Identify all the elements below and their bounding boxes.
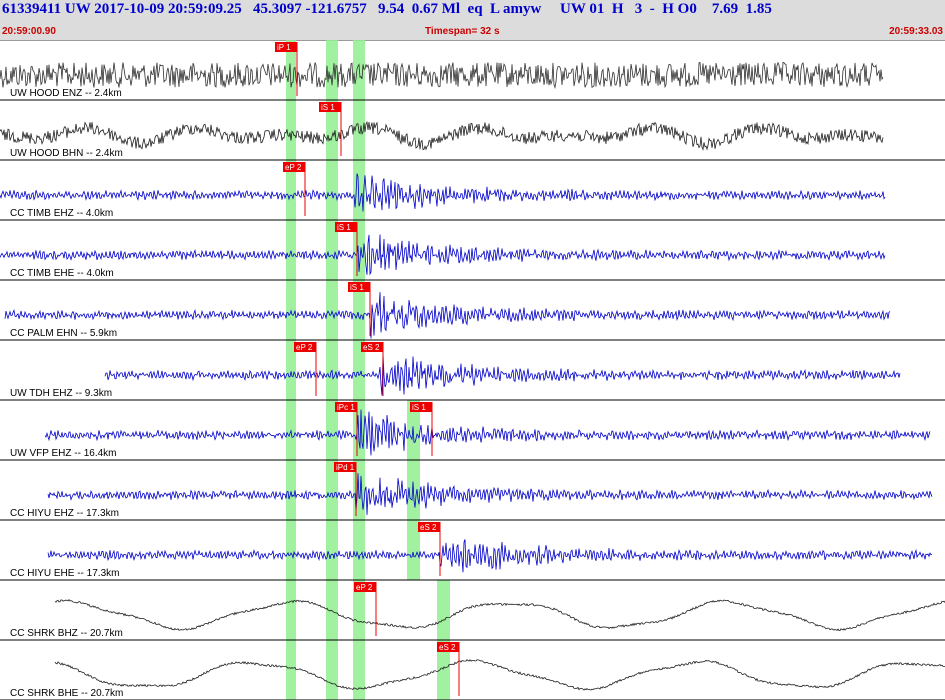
trace-row[interactable]: CC SHRK BHZ -- 20.7km eP 2 [0,582,945,641]
start-time-label: 20:59:00.90 [2,26,56,37]
trace-label: UW HOOD ENZ -- 2.4km [10,88,122,99]
pick-label: iPc 1 [337,403,355,412]
waveform [104,352,901,396]
pick-tag [335,222,357,232]
phase-pick[interactable]: eP 2 [283,162,306,216]
phase-pick[interactable]: iPc 1 [335,402,358,456]
pick-tag [348,282,370,292]
waveform [0,234,886,276]
pick-label: iPd 1 [336,463,355,472]
phase-pick[interactable]: eS 2 [437,642,460,696]
end-time-label: 20:59:33.03 [889,26,943,37]
pick-label: eS 2 [439,643,456,652]
trace-row[interactable]: CC HIYU EHE -- 17.3km eS 2 [0,522,945,581]
pick-tag [410,402,432,412]
pick-label: iP 1 [277,43,291,52]
pick-label: eP 2 [356,583,373,592]
trace-label: UW TDH EHZ -- 9.3km [10,388,112,399]
pick-label: iS 1 [350,283,364,292]
trace-label: CC SHRK BHZ -- 20.7km [10,628,123,639]
pick-tag [283,162,305,172]
trace-row[interactable]: CC SHRK BHE -- 20.7km eS 2 [0,642,945,700]
pick-tag [294,342,316,352]
waveform [0,173,886,212]
phase-pick[interactable]: eS 2 [361,342,384,396]
trace-row[interactable]: UW HOOD BHN -- 2.4km iS 1 [0,102,945,161]
trace-label: CC HIYU EHE -- 17.3km [10,568,119,579]
phase-pick[interactable]: eS 2 [418,522,441,576]
pick-window-0 [286,40,296,700]
waveform [0,120,884,151]
pick-label: eS 2 [420,523,437,532]
pick-window-2 [353,40,365,700]
header-bar: 61339411 UW 2017-10-09 20:59:09.25 45.30… [0,0,945,41]
pick-label: iS 1 [321,103,335,112]
pick-label: iS 1 [412,403,426,412]
waveform [44,409,931,456]
waveform [0,61,884,90]
pick-label: iS 1 [337,223,351,232]
trace-label: CC HIYU EHZ -- 17.3km [10,508,119,519]
trace-label: CC TIMB EHZ -- 4.0km [10,208,113,219]
trace-row[interactable]: UW HOOD ENZ -- 2.4km iP 1 [0,42,945,101]
phase-pick[interactable]: eP 2 [354,582,377,636]
trace-row[interactable]: CC TIMB EHZ -- 4.0km eP 2 [0,162,945,221]
pick-tag [418,522,440,532]
phase-pick[interactable]: eP 2 [294,342,317,396]
event-summary-line: 61339411 UW 2017-10-09 20:59:09.25 45.30… [2,1,772,17]
timespan-label: Timespan= 32 s [425,26,500,37]
trace-label: UW HOOD BHN -- 2.4km [10,148,123,159]
trace-row[interactable]: CC HIYU EHZ -- 17.3km iPd 1 [0,462,945,521]
pick-label: eS 2 [363,343,380,352]
phase-pick[interactable]: iS 1 [319,102,342,156]
seismogram-panel[interactable]: UW HOOD ENZ -- 2.4km iP 1 UW HOOD BHN -- 2… [0,40,945,700]
waveform [54,659,945,691]
pick-tag [335,402,357,412]
pick-tag [437,642,459,652]
pick-label: eP 2 [285,163,302,172]
trace-label: CC TIMB EHE -- 4.0km [10,268,114,279]
trace-label: UW VFP EHZ -- 16.4km [10,448,117,459]
waveform [47,539,932,573]
trace-row[interactable]: UW TDH EHZ -- 9.3km eP 2 eS 2 [0,342,945,401]
trace-label: CC PALM EHN -- 5.9km [10,328,117,339]
phase-pick[interactable]: iS 1 [335,222,358,276]
waveform [4,292,891,339]
waveform [54,598,945,631]
trace-label: CC SHRK BHE -- 20.7km [10,688,123,699]
phase-pick[interactable]: iS 1 [410,402,433,456]
trace-row[interactable]: CC PALM EHN -- 5.9km iS 1 [0,282,945,341]
trace-row[interactable]: UW VFP EHZ -- 16.4km iPc 1 iS 1 [0,402,945,461]
phase-pick[interactable]: iP 1 [275,42,298,96]
pick-label: eP 2 [296,343,313,352]
pick-tag [354,582,376,592]
phase-pick[interactable]: iS 1 [348,282,371,336]
waveform [47,473,933,515]
pick-tag [275,42,297,52]
pick-tag [361,342,383,352]
pick-tag [319,102,341,112]
pick-tag [334,462,356,472]
trace-row[interactable]: CC TIMB EHE -- 4.0km iS 1 [0,222,945,281]
phase-pick[interactable]: iPd 1 [334,462,357,516]
